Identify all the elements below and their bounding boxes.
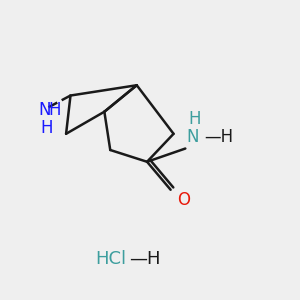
Text: O: O bbox=[177, 191, 190, 209]
Text: H: H bbox=[188, 110, 200, 128]
Text: N: N bbox=[38, 101, 51, 119]
Text: N: N bbox=[186, 128, 199, 146]
Text: —H: —H bbox=[205, 128, 234, 146]
Text: —H: —H bbox=[129, 250, 161, 268]
Text: H: H bbox=[40, 119, 53, 137]
Text: H: H bbox=[48, 101, 61, 119]
Text: HCl: HCl bbox=[95, 250, 127, 268]
